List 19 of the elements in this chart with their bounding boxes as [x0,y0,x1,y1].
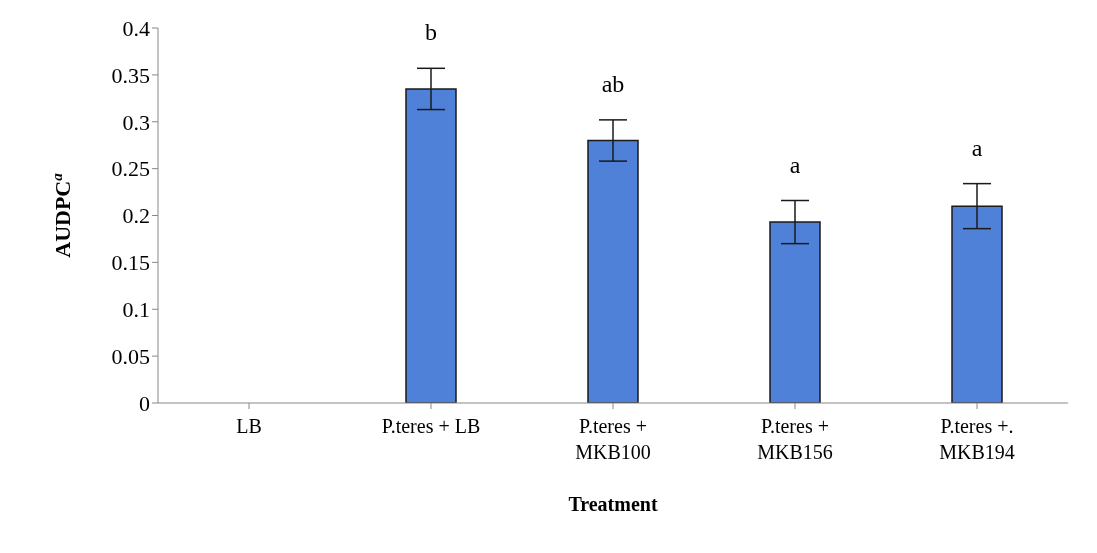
x-tick-label: P.teres + LB [381,415,481,437]
y-tick-label: 0.05 [111,343,150,369]
x-axis-title: Treatment [568,493,658,515]
annotation: ab [601,70,625,97]
x-tick-label: P.teres + MKB100 [575,415,651,463]
y-tick-label: 0.1 [122,297,150,323]
annotation: a [971,134,983,161]
annotation: b [425,19,437,46]
y-tick-label: 0.2 [122,203,150,229]
y-tick-label: 0 [139,390,150,416]
x-tick-label: P.teres + MKB156 [757,415,833,463]
x-tick-label: P.teres +. MKB194 [939,415,1015,463]
y-tick-label: 0.25 [111,156,150,182]
x-tick-label: LB [236,415,262,437]
y-tick-label: 0.35 [111,62,150,88]
annotation: a [789,151,801,178]
y-tick-label: 0.4 [122,15,150,41]
y-tick-label: 0.15 [111,250,150,276]
y-tick-label: 0.3 [122,109,150,135]
